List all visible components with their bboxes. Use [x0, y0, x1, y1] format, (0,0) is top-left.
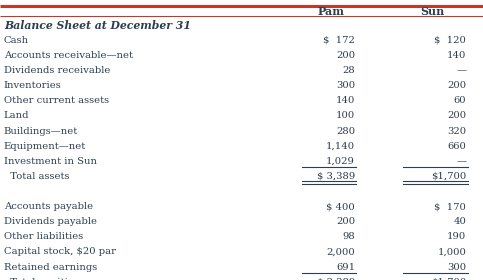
Text: 100: 100: [336, 111, 355, 120]
Text: Accounts receivable—net: Accounts receivable—net: [4, 51, 133, 60]
Text: $  172: $ 172: [323, 36, 355, 45]
Text: 40: 40: [453, 217, 466, 226]
Text: Pam: Pam: [317, 6, 344, 17]
Text: Total assets: Total assets: [4, 172, 70, 181]
Text: Retained earnings: Retained earnings: [4, 263, 97, 272]
Text: Sun: Sun: [420, 6, 444, 17]
Text: Land: Land: [4, 111, 29, 120]
Text: Accounts payable: Accounts payable: [4, 202, 93, 211]
Text: 280: 280: [336, 127, 355, 136]
Text: 2,000: 2,000: [326, 248, 355, 256]
Text: 98: 98: [342, 232, 355, 241]
Text: 60: 60: [454, 96, 466, 105]
Text: Other liabilities: Other liabilities: [4, 232, 83, 241]
Text: 320: 320: [447, 127, 466, 136]
Text: Capital stock, $20 par: Capital stock, $20 par: [4, 248, 116, 256]
Text: —: —: [456, 157, 466, 166]
Text: 200: 200: [336, 217, 355, 226]
Text: Equipment—net: Equipment—net: [4, 142, 86, 151]
Text: Dividends receivable: Dividends receivable: [4, 66, 110, 75]
Text: 28: 28: [342, 66, 355, 75]
Text: 200: 200: [336, 51, 355, 60]
Text: $ 400: $ 400: [326, 202, 355, 211]
Text: Other current assets: Other current assets: [4, 96, 109, 105]
Text: 140: 140: [336, 96, 355, 105]
Text: 200: 200: [447, 111, 466, 120]
Text: —: —: [456, 66, 466, 75]
Text: $1,700: $1,700: [431, 278, 466, 280]
Text: Inventories: Inventories: [4, 81, 62, 90]
Text: $ 3,389: $ 3,389: [317, 278, 355, 280]
Text: Cash: Cash: [4, 36, 29, 45]
Text: Total equities: Total equities: [4, 278, 79, 280]
Text: 660: 660: [447, 142, 466, 151]
Text: $ 3,389: $ 3,389: [317, 172, 355, 181]
Text: 1,000: 1,000: [437, 248, 466, 256]
Text: Buildings—net: Buildings—net: [4, 127, 78, 136]
Text: 140: 140: [447, 51, 466, 60]
Text: 300: 300: [336, 81, 355, 90]
Text: Investment in Sun: Investment in Sun: [4, 157, 97, 166]
Text: 300: 300: [447, 263, 466, 272]
Text: 190: 190: [447, 232, 466, 241]
Text: $  120: $ 120: [434, 36, 466, 45]
Text: 691: 691: [336, 263, 355, 272]
Text: 1,140: 1,140: [326, 142, 355, 151]
Text: $1,700: $1,700: [431, 172, 466, 181]
Text: 1,029: 1,029: [326, 157, 355, 166]
Text: Dividends payable: Dividends payable: [4, 217, 97, 226]
Text: $  170: $ 170: [434, 202, 466, 211]
Text: 200: 200: [447, 81, 466, 90]
Text: Balance Sheet at December 31: Balance Sheet at December 31: [4, 20, 191, 31]
